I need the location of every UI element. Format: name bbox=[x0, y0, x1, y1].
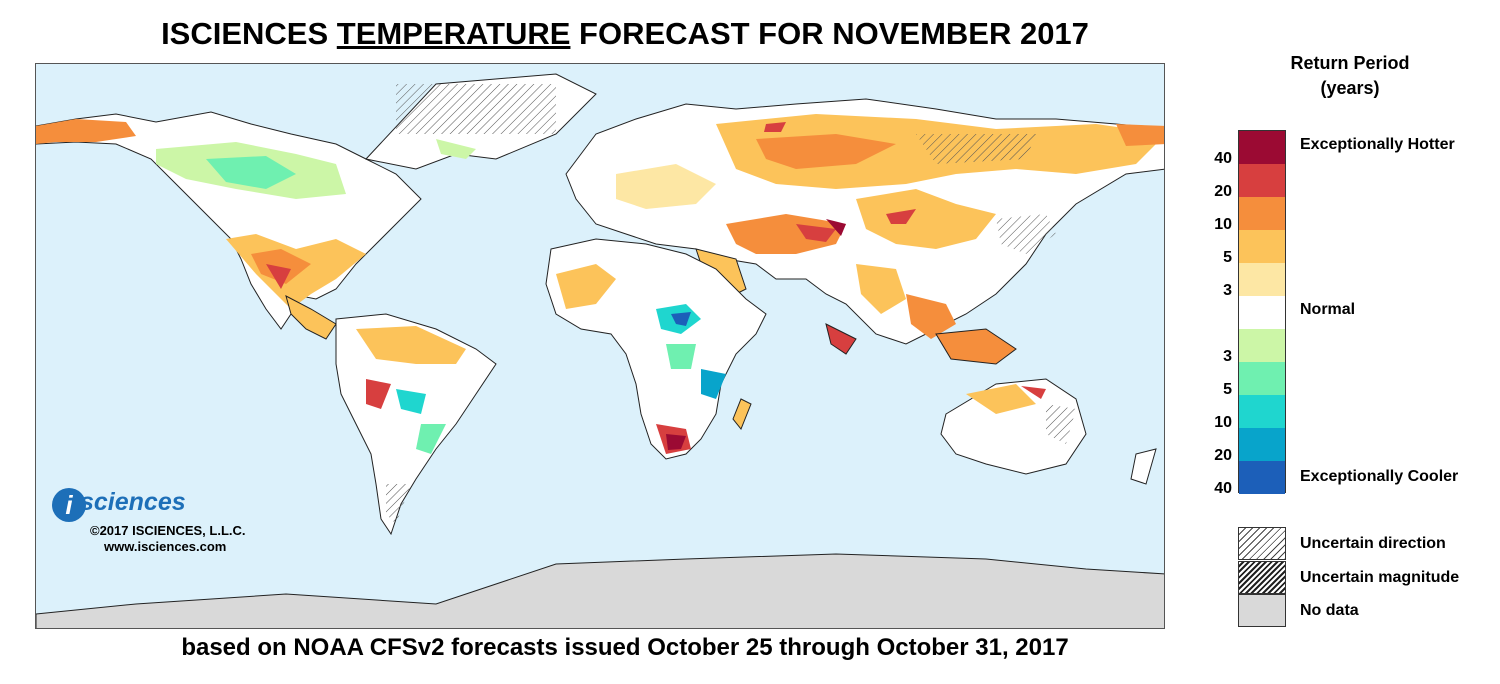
color-scale-cell bbox=[1239, 230, 1285, 263]
color-scale-tick-label: 5 bbox=[1223, 381, 1232, 398]
color-scale-tick-label: 3 bbox=[1223, 348, 1232, 365]
isciences-logo: i sciences ©2017 ISCIENCES, L.L.C. www.i… bbox=[52, 488, 292, 558]
world-map-svg bbox=[36, 64, 1164, 628]
color-scale-tick-label: 5 bbox=[1223, 249, 1232, 266]
world-map[interactable] bbox=[35, 63, 1165, 629]
title-underlined-word: TEMPERATURE bbox=[336, 16, 571, 51]
south-america bbox=[335, 313, 497, 536]
color-scale-tick-label: 3 bbox=[1223, 282, 1232, 299]
antarctica-no-data bbox=[36, 553, 1164, 628]
color-scale-bar bbox=[1238, 130, 1286, 494]
uncertain-direction-label: Uncertain direction bbox=[1300, 535, 1446, 552]
forecast-source-note: based on NOAA CFSv2 forecasts issued Oct… bbox=[181, 634, 1069, 661]
color-scale-tick-label: 20 bbox=[1214, 183, 1232, 200]
legend-title-line1: Return Period bbox=[1290, 53, 1410, 73]
color-scale-cell bbox=[1239, 329, 1285, 362]
logo-wordmark: sciences bbox=[80, 488, 186, 516]
color-scale-tick-label: 20 bbox=[1214, 447, 1232, 464]
title-prefix: ISCIENCES bbox=[161, 16, 337, 51]
color-scale-cell bbox=[1239, 296, 1285, 329]
color-scale-tick-label: 40 bbox=[1214, 150, 1232, 167]
legend-title: Return Period (years) bbox=[1262, 51, 1438, 101]
website-link[interactable]: www.isciences.com bbox=[104, 539, 227, 554]
no-data-label: No data bbox=[1300, 602, 1359, 619]
uncertain-magnitude-swatch bbox=[1238, 561, 1286, 594]
color-scale-cell bbox=[1239, 395, 1285, 428]
color-scale-cell bbox=[1239, 131, 1285, 164]
no-data-swatch bbox=[1238, 594, 1286, 627]
uncertain-magnitude-label: Uncertain magnitude bbox=[1300, 569, 1460, 586]
uncertain-direction-swatch bbox=[1238, 527, 1286, 560]
color-scale-cell bbox=[1239, 263, 1285, 296]
color-scale-tick-label: 40 bbox=[1214, 480, 1232, 497]
copyright-text: ©2017 ISCIENCES, L.L.C. bbox=[90, 523, 246, 538]
color-scale-cell bbox=[1239, 428, 1285, 461]
legend-cooler-label: Exceptionally Cooler bbox=[1300, 468, 1459, 485]
color-scale-cell bbox=[1239, 197, 1285, 230]
australia bbox=[940, 378, 1157, 485]
color-scale-cell bbox=[1239, 164, 1285, 197]
legend-title-line2: (years) bbox=[1320, 78, 1380, 98]
title-suffix: FORECAST FOR NOVEMBER 2017 bbox=[570, 16, 1089, 51]
africa bbox=[545, 238, 767, 460]
color-scale-cell bbox=[1239, 461, 1285, 494]
north-america bbox=[36, 73, 597, 340]
map-title: ISCIENCES TEMPERATURE FORECAST FOR NOVEM… bbox=[30, 16, 1220, 52]
logo-i-badge: i bbox=[52, 488, 86, 522]
legend-hotter-label: Exceptionally Hotter bbox=[1300, 136, 1455, 153]
color-scale-tick-label: 10 bbox=[1214, 414, 1232, 431]
color-scale-cell bbox=[1239, 362, 1285, 395]
eurasia bbox=[565, 98, 1164, 365]
legend-normal-label: Normal bbox=[1300, 301, 1356, 318]
color-scale-tick-label: 10 bbox=[1214, 216, 1232, 233]
